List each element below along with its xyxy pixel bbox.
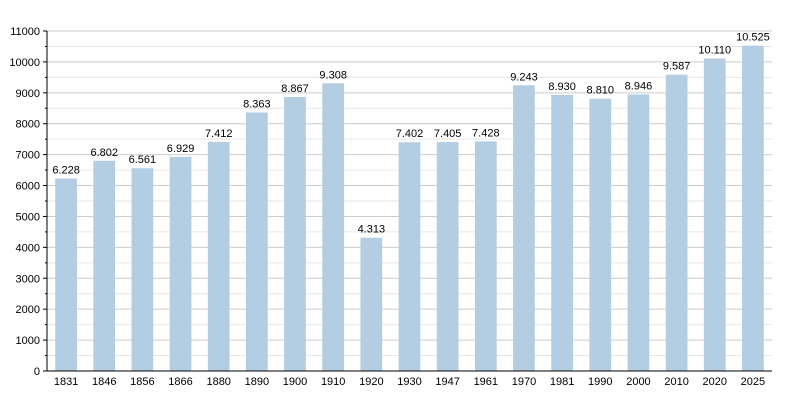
bars (55, 45, 764, 372)
x-tick-label: 1947 (435, 376, 459, 388)
bar (93, 160, 116, 371)
x-tick-label: 1866 (168, 376, 192, 388)
bar-value-label: 6.228 (52, 164, 80, 176)
bar (551, 94, 574, 372)
bar (627, 94, 650, 371)
y-tick-label: 8000 (16, 119, 40, 131)
bar (665, 74, 688, 371)
bar-value-label: 6.561 (129, 154, 157, 166)
x-tick-label: 2010 (664, 376, 688, 388)
y-tick-label: 1000 (16, 335, 40, 347)
x-tick-label: 1831 (54, 376, 78, 388)
x-tick-label: 1981 (550, 376, 574, 388)
bar (169, 156, 192, 371)
x-tick-label: 2025 (741, 376, 765, 388)
bar (436, 142, 459, 371)
x-tick-label: 1930 (397, 376, 421, 388)
x-tick-label: 2020 (703, 376, 727, 388)
data-labels: 6.228 6.802 6.561 6.929 7.412 8.363 8.867 9.308… (52, 32, 769, 236)
bar (398, 142, 421, 371)
x-tick-label: 1890 (245, 376, 269, 388)
y-tick-label: 3000 (16, 273, 40, 285)
y-tick-labels: 0 1000 2000 3000 4000 5000 6000 7000 8000 9000 100… (9, 26, 40, 378)
x-tick-labels: 1831 1846 1856 1866 1880 1890 1900 1910 1920 1930… (54, 376, 765, 388)
bar-value-label: 9.308 (319, 69, 347, 81)
bar-value-label: 9.243 (510, 71, 538, 83)
bar (131, 168, 154, 371)
bar-value-label: 4.313 (358, 224, 386, 236)
bar (55, 178, 77, 371)
y-tick-label: 9000 (16, 88, 40, 100)
x-tick-label: 1846 (92, 376, 116, 388)
bar-value-label: 7.405 (434, 128, 462, 140)
y-tick-label: 2000 (16, 304, 40, 316)
y-tick-label: 0 (34, 366, 40, 378)
bar (513, 85, 535, 371)
bar-value-label: 7.402 (396, 128, 424, 140)
bar (284, 96, 306, 372)
bar-value-label: 7.428 (472, 127, 500, 139)
y-tick-label: 11000 (10, 26, 40, 38)
x-tick-label: 1910 (321, 376, 345, 388)
bar-value-label: 6.802 (90, 147, 118, 159)
bar-value-label: 7.412 (205, 128, 233, 140)
bar (322, 83, 345, 371)
x-tick-label: 1856 (130, 376, 154, 388)
bar-value-label: 10.525 (736, 32, 770, 44)
axes (43, 30, 772, 372)
y-tick-label: 4000 (16, 242, 40, 254)
bar (742, 45, 764, 371)
bar-value-label: 8.867 (281, 83, 309, 95)
x-tick-label: 1961 (474, 376, 498, 388)
x-tick-label: 2000 (626, 376, 650, 388)
bar (589, 98, 612, 371)
y-tick-label: 6000 (16, 181, 40, 193)
x-tick-label: 1990 (588, 376, 612, 388)
x-tick-label: 1900 (283, 376, 307, 388)
y-tick-label: 7000 (16, 150, 40, 162)
y-tick-label: 10000 (9, 57, 40, 69)
bar-value-label: 8.946 (625, 80, 653, 92)
bar-value-label: 8.363 (243, 99, 271, 111)
bar-value-label: 10.110 (698, 45, 731, 57)
bar-value-label: 6.929 (167, 143, 195, 155)
bar (703, 58, 726, 371)
x-tick-label: 1920 (359, 376, 383, 388)
y-tick-label: 5000 (16, 211, 40, 223)
bar (360, 237, 383, 371)
x-tick-label: 1970 (512, 376, 536, 388)
bar (245, 112, 268, 372)
bar (207, 141, 230, 371)
bar-value-label: 8.810 (587, 85, 615, 97)
bar (474, 141, 497, 371)
x-tick-label: 1880 (206, 376, 230, 388)
bar-value-label: 9.587 (663, 61, 691, 73)
bar-value-label: 8.930 (548, 81, 576, 93)
